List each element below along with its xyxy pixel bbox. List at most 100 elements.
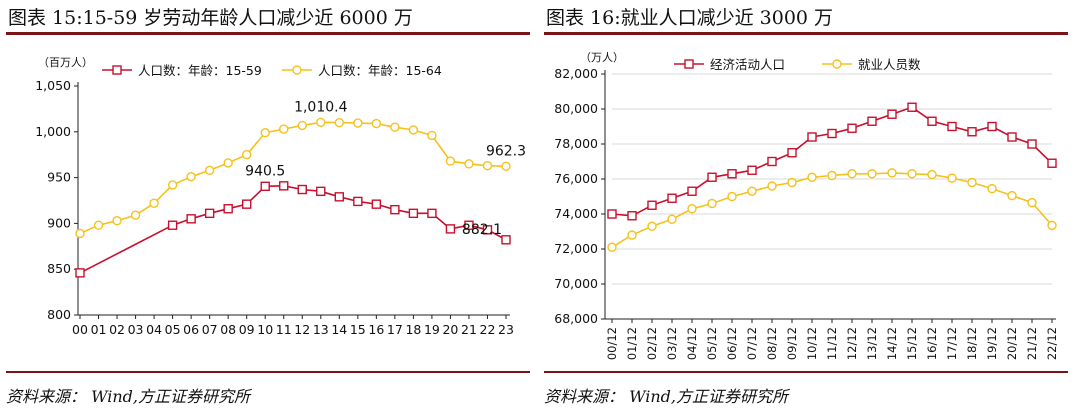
data-point (390, 204, 400, 215)
data-point (167, 180, 178, 190)
x-tick-label: 08/12 (765, 327, 779, 360)
data-point (927, 116, 937, 126)
data-point (279, 124, 289, 134)
line-chart-employment: 68,000 70,000 72,000 74,000 76,000 78,000 80,0… (554, 51, 1059, 360)
x-tick-label: 03/12 (665, 327, 679, 360)
data-point (482, 225, 493, 235)
data-point (241, 149, 252, 160)
x-tick-label: 15 (350, 322, 366, 337)
chart-title: 图表 15:15-59 岁劳动年龄人口减少近 6000 万 (8, 7, 413, 29)
data-point (1027, 139, 1037, 149)
data-point (1027, 197, 1037, 208)
data-point (607, 209, 617, 219)
x-tick-label: 08 (220, 322, 236, 337)
data-point (1047, 220, 1057, 231)
x-tick-label: 11 (276, 322, 292, 337)
x-tick-label: 21/12 (1025, 327, 1039, 360)
x-tick-label: 06 (183, 322, 199, 337)
data-point (727, 169, 737, 179)
data-point (241, 199, 252, 209)
legend-label: 人口数：年龄：15-59 (138, 63, 262, 78)
data-point (149, 198, 159, 208)
data-point (687, 204, 697, 214)
data-point (747, 186, 757, 196)
y-tick-label: 74,000 (554, 206, 598, 221)
x-tick-label: 09/12 (785, 327, 799, 360)
x-tick-label: 12 (294, 322, 310, 337)
series-line-1 (611, 106, 1053, 217)
y-tick-label: 950 (47, 170, 71, 185)
legend-marker (832, 59, 842, 69)
x-tick-label: 14 (331, 322, 347, 337)
data-point (767, 181, 777, 191)
x-tick-label: 02/12 (645, 327, 659, 360)
data-point (316, 117, 326, 127)
y-tick-label: 1,050 (35, 78, 71, 93)
data-label: 882.1 (462, 222, 502, 238)
x-tick-label: 19 (424, 322, 440, 337)
data-point (707, 198, 717, 209)
data-point (867, 116, 877, 126)
data-point (334, 192, 345, 202)
data-point (1007, 132, 1017, 142)
data-point (223, 158, 233, 168)
data-point (353, 196, 363, 207)
data-point (887, 109, 897, 119)
x-tick-label: 10/12 (805, 327, 819, 360)
source-note: 资料来源： Wind,方正证券研究所 (544, 387, 789, 406)
x-tick-label: 21 (461, 322, 477, 337)
x-tick-label: 06/12 (725, 327, 739, 360)
x-tick-label: 20/12 (1005, 327, 1019, 360)
title-rule (544, 32, 1068, 35)
data-point (353, 118, 363, 128)
y-tick-label: 1,000 (35, 124, 71, 139)
data-point (827, 170, 837, 181)
data-point (93, 220, 104, 230)
data-point (186, 171, 196, 182)
data-point (687, 186, 697, 196)
data-point (947, 173, 957, 183)
data-point (260, 128, 270, 138)
x-tick-label: 01 (91, 322, 107, 337)
x-tick-label: 00 (72, 322, 88, 337)
chart-title: 图表 16:就业人口减少近 3000 万 (546, 7, 834, 29)
y-tick-label: 900 (47, 215, 71, 230)
data-point (75, 228, 85, 239)
data-point (767, 156, 777, 167)
x-tick-label: 05 (165, 322, 181, 337)
data-point (130, 210, 141, 220)
data-point (186, 214, 196, 224)
data-point (607, 242, 617, 252)
data-point (947, 121, 957, 132)
source-note: 资料来源： Wind,方正证券研究所 (6, 387, 251, 406)
x-tick-label: 02 (109, 322, 125, 337)
x-tick-label: 17/12 (945, 327, 959, 360)
data-point (297, 184, 307, 195)
data-point (445, 224, 456, 234)
data-point (334, 117, 345, 128)
x-tick-label: 16/12 (925, 327, 939, 360)
x-tick-label: 22 (480, 322, 496, 337)
data-point (260, 181, 270, 192)
x-tick-label: 23 (498, 322, 514, 337)
data-point (482, 160, 493, 171)
x-tick-label: 04 (146, 322, 162, 337)
data-point (445, 156, 456, 166)
data-point (167, 220, 178, 230)
legend-label: 经济活动人口 (710, 57, 785, 72)
y-tick-label: 850 (47, 261, 71, 276)
data-point (371, 199, 382, 209)
series-line-2 (611, 172, 1053, 248)
y-tick-label: 72,000 (554, 241, 598, 256)
x-tick-label: 09 (239, 322, 255, 337)
x-tick-label: 17 (387, 322, 403, 337)
data-point (501, 235, 511, 245)
y-tick-label: 82,000 (554, 66, 598, 81)
data-point (647, 221, 657, 231)
data-point (787, 148, 797, 158)
data-point (627, 211, 637, 221)
y-tick-label: 68,000 (554, 311, 598, 326)
x-tick-label: 12/12 (845, 327, 859, 360)
data-point (907, 169, 917, 179)
x-tick-label: 03 (128, 322, 144, 337)
